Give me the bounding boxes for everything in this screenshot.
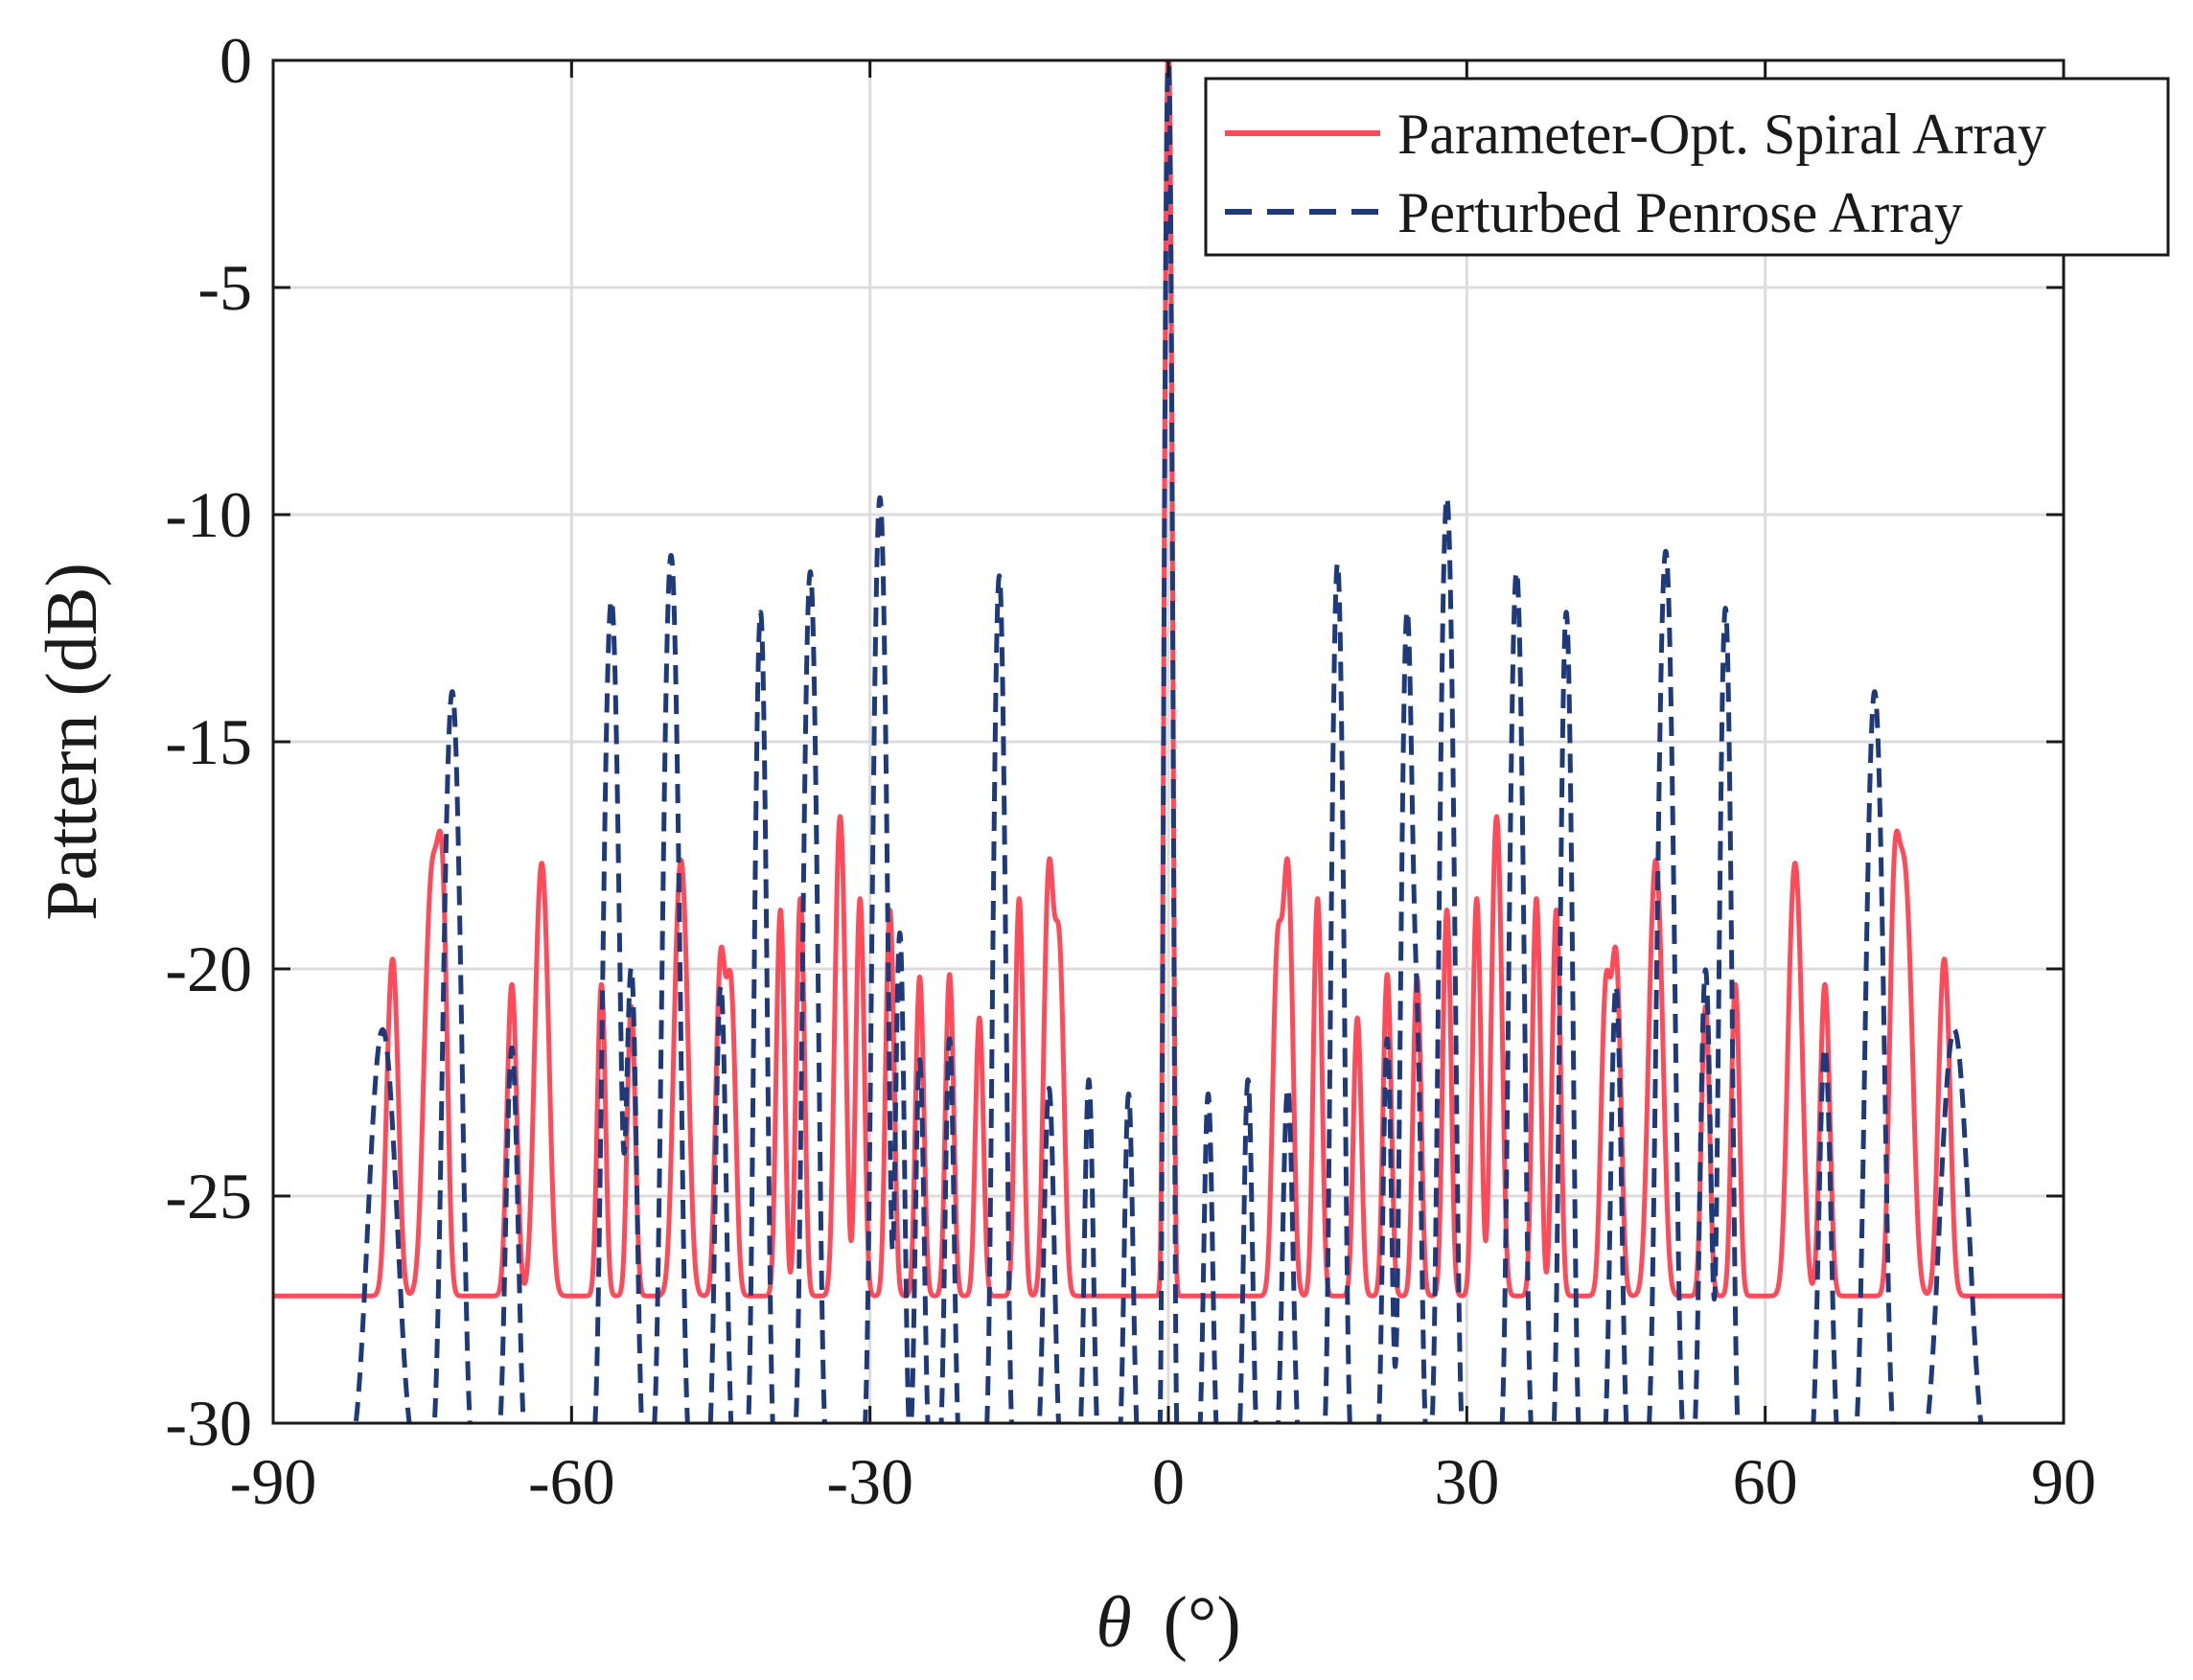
x-tick-label: -30	[826, 1445, 913, 1518]
x-tick-label: -90	[230, 1445, 317, 1518]
y-axis-label: Pattern (dB)	[32, 563, 112, 921]
legend: Parameter-Opt. Spiral Array Perturbed Pe…	[1204, 77, 2170, 257]
tick-labels: -90 -60 -30 0 30 60 90 0 -5 -10 -15 -20 -25 -30	[165, 24, 2096, 1518]
x-tick-label: 90	[2031, 1445, 2096, 1518]
y-tick-label: -25	[165, 1160, 252, 1232]
y-tick-label: -20	[165, 932, 252, 1005]
series-line-spiral	[273, 60, 2064, 1299]
x-tick-label: 30	[1434, 1445, 1499, 1518]
x-axis-symbol: θ	[1096, 1582, 1131, 1663]
axes	[271, 58, 2066, 1425]
legend-label-penrose: Perturbed Penrose Array	[1397, 181, 1963, 244]
y-tick-label: 0	[219, 24, 252, 97]
x-tick-label: 60	[1733, 1445, 1798, 1518]
y-tick-label: -5	[197, 251, 252, 324]
y-tick-label: -10	[165, 478, 252, 551]
legend-label-spiral: Parameter-Opt. Spiral Array	[1397, 103, 2046, 166]
x-tick-label: -60	[528, 1445, 615, 1518]
x-axis-unit: (°)	[1164, 1582, 1241, 1663]
x-axis-label: θ (°)	[1096, 1582, 1240, 1663]
data-series	[273, 60, 2064, 1423]
x-tick-label: 0	[1152, 1445, 1185, 1518]
y-tick-label: -15	[165, 705, 252, 778]
y-tick-label: -30	[165, 1387, 252, 1460]
legend-box	[1204, 77, 2170, 257]
